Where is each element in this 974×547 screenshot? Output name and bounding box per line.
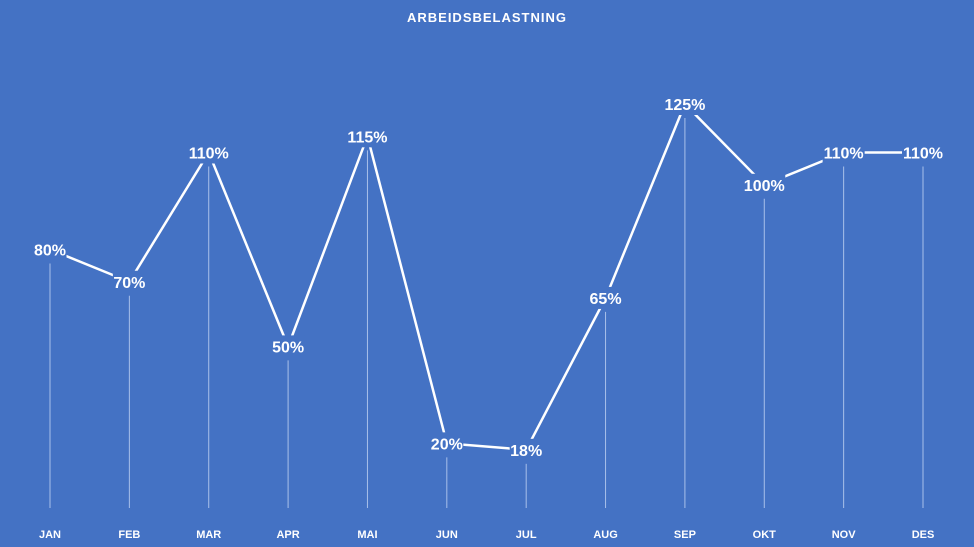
- data-label: 65%: [590, 291, 622, 308]
- data-label: 110%: [189, 145, 229, 162]
- data-label: 115%: [347, 129, 387, 146]
- data-label-bg: [509, 438, 543, 461]
- data-label-bg: [112, 270, 146, 293]
- x-tick-label: JUN: [436, 529, 458, 541]
- x-tick-label: JUL: [516, 529, 537, 541]
- data-label: 80%: [34, 242, 66, 259]
- data-label-bg: [187, 141, 230, 164]
- data-label-bg: [33, 238, 67, 261]
- x-tick-label: AUG: [593, 529, 617, 541]
- x-tick-label: MAI: [357, 529, 377, 541]
- data-label-bg: [430, 432, 464, 455]
- data-label: 20%: [431, 436, 463, 453]
- data-label: 18%: [510, 443, 542, 460]
- chart-title: ARBEIDSBELASTNING: [406, 10, 567, 25]
- data-label-bg: [902, 141, 944, 164]
- data-label: 110%: [824, 145, 864, 162]
- data-label-bg: [822, 141, 865, 164]
- data-label-bg: [663, 93, 706, 115]
- x-tick-label: OKT: [753, 529, 777, 541]
- data-label-bg: [589, 286, 623, 309]
- x-tick-label: APR: [276, 529, 299, 541]
- data-label: 125%: [664, 97, 705, 114]
- x-tick-label: MAR: [196, 529, 221, 541]
- x-tick-label: FEB: [118, 529, 140, 541]
- x-tick-label: DES: [912, 529, 935, 541]
- x-tick-label: SEP: [674, 529, 696, 541]
- data-label: 50%: [272, 339, 304, 356]
- x-tick-label: NOV: [832, 529, 857, 541]
- data-label: 110%: [903, 145, 943, 162]
- data-label-bg: [743, 173, 786, 196]
- data-label-bg: [271, 335, 305, 358]
- x-tick-label: JAN: [39, 529, 61, 541]
- data-label-bg: [346, 125, 389, 148]
- data-label: 100%: [744, 178, 785, 195]
- data-label: 70%: [113, 275, 145, 292]
- series-line: [49, 101, 923, 452]
